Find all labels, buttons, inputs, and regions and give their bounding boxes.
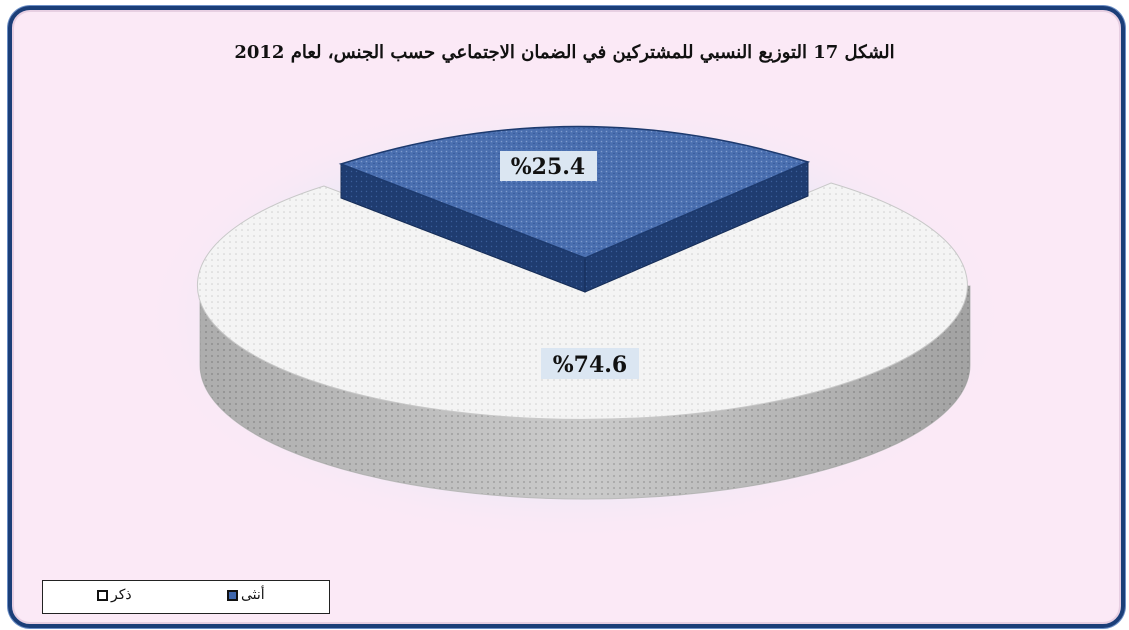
pie-slice-female (338, 125, 811, 293)
legend-label-male: ذكر (111, 587, 132, 603)
legend-swatch-female (227, 589, 238, 601)
legend-swatch-male (97, 589, 108, 601)
legend-item-female: أنثى (227, 587, 265, 603)
label-bg-male (541, 348, 639, 379)
chart-legend: ذكر أنثى (42, 580, 330, 614)
pie-slice-male (196, 182, 971, 500)
chart-title: الشكل 17 التوزيع النسبي للمشتركين في الض… (234, 42, 895, 63)
legend-label-female: أنثى (241, 587, 265, 603)
legend-item-male: ذكر (97, 587, 132, 603)
data-label-male: %74.6 (553, 352, 628, 378)
label-bg-female (500, 151, 597, 181)
data-label-female: %25.4 (511, 154, 586, 180)
